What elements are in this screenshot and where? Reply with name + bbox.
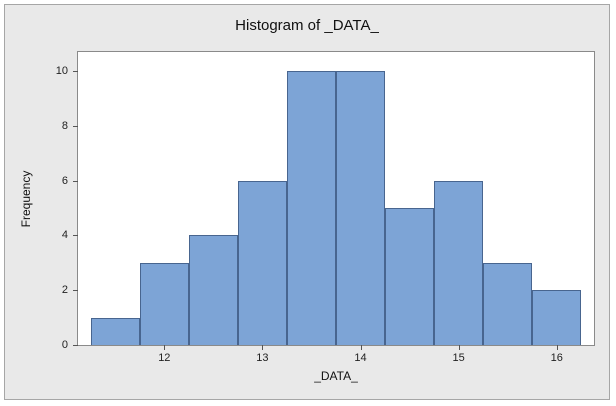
chart-title: Histogram of _DATA_	[235, 17, 379, 34]
x-tick-label: 14	[354, 352, 367, 364]
histogram-bar	[237, 180, 287, 345]
x-tick-mark	[458, 345, 460, 350]
y-tick-label: 6	[61, 174, 68, 187]
y-tick-label: 10	[55, 65, 68, 78]
y-tick-label: 8	[61, 119, 68, 132]
y-tick-mark	[73, 180, 78, 182]
x-tick-mark	[164, 345, 166, 350]
x-tick-label: 13	[256, 352, 269, 364]
histogram-bar	[336, 71, 386, 345]
y-tick-label: 0	[61, 339, 68, 351]
y-tick-mark	[73, 345, 78, 346]
x-tick-label: 15	[452, 352, 465, 364]
y-tick-label: 2	[61, 284, 68, 297]
histogram-bar	[483, 262, 533, 345]
y-axis-label: Frequency	[19, 170, 33, 227]
x-tick-label: 16	[550, 352, 563, 364]
x-tick-label: 12	[158, 352, 171, 364]
chart-figure: Histogram of _DATA_ Frequency _DATA_ 0 2 4…	[4, 4, 610, 400]
plot-area: Frequency _DATA_ 0 2 4 6 8 10 12 13 14 15 16	[19, 51, 595, 383]
histogram-bar	[286, 71, 336, 345]
y-tick-label: 4	[61, 229, 68, 242]
histogram-bar	[434, 180, 484, 345]
histogram-bar	[139, 262, 189, 345]
bars-layer	[78, 52, 594, 345]
histogram-bar	[90, 317, 140, 345]
y-tick-mark	[73, 235, 78, 237]
histogram-bar	[532, 290, 582, 345]
y-tick-mark	[73, 290, 78, 292]
x-axis-label: _DATA_	[314, 369, 358, 383]
y-tick-mark	[73, 71, 78, 73]
histogram-bar	[188, 235, 238, 345]
x-tick-mark	[360, 345, 362, 350]
x-tick-mark	[262, 345, 264, 350]
histogram-bar	[385, 208, 435, 345]
x-tick-mark	[556, 345, 558, 350]
y-tick-mark	[73, 125, 78, 127]
